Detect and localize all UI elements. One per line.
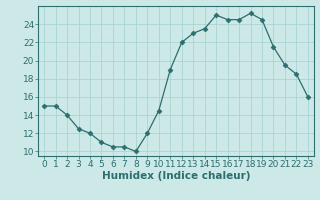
X-axis label: Humidex (Indice chaleur): Humidex (Indice chaleur) (102, 171, 250, 181)
